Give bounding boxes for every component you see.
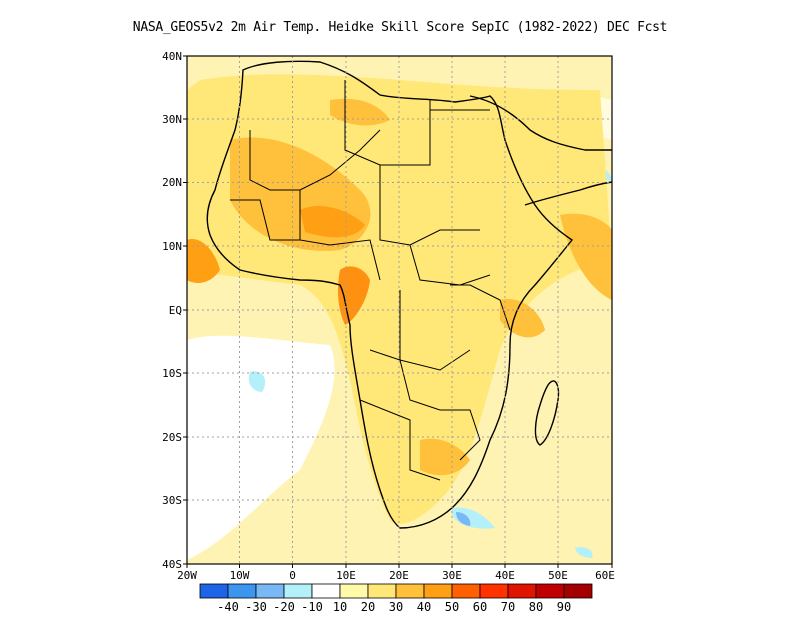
colorbar	[199, 583, 593, 599]
colorbar-label: -20	[273, 600, 295, 614]
field-nigeria-orange	[300, 205, 365, 238]
colorbar-swatch	[311, 583, 341, 599]
lat-labels: 40N 30N 20N 10N EQ 10S 20S 30S 40S	[162, 50, 182, 571]
border-westafrica	[230, 199, 300, 241]
colorbar-label: 70	[501, 600, 515, 614]
lon-label-0: 0	[289, 569, 296, 582]
lon-label-60e: 60E	[595, 569, 615, 582]
colorbar-label: 40	[417, 600, 431, 614]
border-eastafrica	[450, 284, 511, 331]
lon-label-10w: 10W	[230, 569, 250, 582]
country-borders	[230, 80, 511, 481]
colorbar-label: 90	[557, 600, 571, 614]
colorbar-swatch	[535, 583, 565, 599]
colorbar-swatch	[423, 583, 453, 599]
coastlines	[206, 60, 612, 529]
colorbar-swatch	[227, 583, 257, 599]
colorbar-swatch	[563, 583, 593, 599]
lat-label-30s: 30S	[162, 494, 182, 507]
colorbar-swatch	[283, 583, 313, 599]
field-arabian-sea-orange	[560, 213, 612, 300]
border-angola	[369, 349, 441, 411]
lon-label-10e: 10E	[336, 569, 356, 582]
colorbar-label: -40	[217, 600, 239, 614]
colorbar-label: 80	[529, 600, 543, 614]
colorbar-label: -10	[301, 600, 323, 614]
colorbar-swatch	[199, 583, 229, 599]
border-zimbabwe	[440, 409, 481, 461]
lon-label-20e: 20E	[389, 569, 409, 582]
lon-label-30e: 30E	[442, 569, 462, 582]
lon-label-40e: 40E	[495, 569, 515, 582]
colorbar-swatch	[507, 583, 537, 599]
border-namibia-botswana	[359, 399, 441, 481]
lat-label-20n: 20N	[162, 176, 182, 189]
colorbar-swatch	[367, 583, 397, 599]
lat-label-eq: EQ	[169, 304, 182, 317]
map-title: NASA_GEOS5v2 2m Air Temp. Heidke Skill S…	[132, 20, 668, 35]
colorbar-swatch	[479, 583, 509, 599]
tick-marks	[183, 55, 613, 568]
colorbar-swatch	[395, 583, 425, 599]
arabia-south-coast	[524, 181, 612, 206]
border-niger-nigeria	[299, 190, 381, 281]
grid-lines	[187, 56, 612, 564]
colorbar-label: 20	[361, 600, 375, 614]
colorbar-label: 30	[389, 600, 403, 614]
lat-label-40s: 40S	[162, 558, 182, 571]
field-blue-3	[456, 512, 471, 526]
colorbar-label: -30	[245, 600, 267, 614]
lon-label-20w: 20W	[177, 569, 197, 582]
lon-labels: 20W 10W 0 10E 20E 30E 40E 50E 60E	[177, 569, 615, 582]
border-drc	[399, 290, 471, 371]
field-south-africa-orange	[420, 438, 470, 476]
field-blue-5	[575, 547, 593, 558]
border-car	[409, 244, 491, 286]
madagascar-coast	[534, 380, 560, 446]
redsea-coast	[469, 95, 612, 151]
colorbar-label: 10	[333, 600, 347, 614]
colorbar-labels: -40 -30 -20 -10 10 20 30 40 50 60 70 80 90	[217, 600, 571, 614]
colorbar-label: 60	[473, 600, 487, 614]
lat-label-20s: 20S	[162, 431, 182, 444]
lon-label-50e: 50E	[548, 569, 568, 582]
colorbar-label: 50	[445, 600, 459, 614]
lat-label-40n: 40N	[162, 50, 182, 63]
lat-label-30n: 30N	[162, 113, 182, 126]
colorbar-swatch	[451, 583, 481, 599]
lat-label-10s: 10S	[162, 367, 182, 380]
lat-label-10n: 10N	[162, 240, 182, 253]
colorbar-swatch	[339, 583, 369, 599]
field-westcoast-orange	[187, 239, 220, 283]
field-white-atlantic	[187, 335, 335, 560]
field-blue-1	[248, 371, 266, 392]
colorbar-swatch	[255, 583, 285, 599]
